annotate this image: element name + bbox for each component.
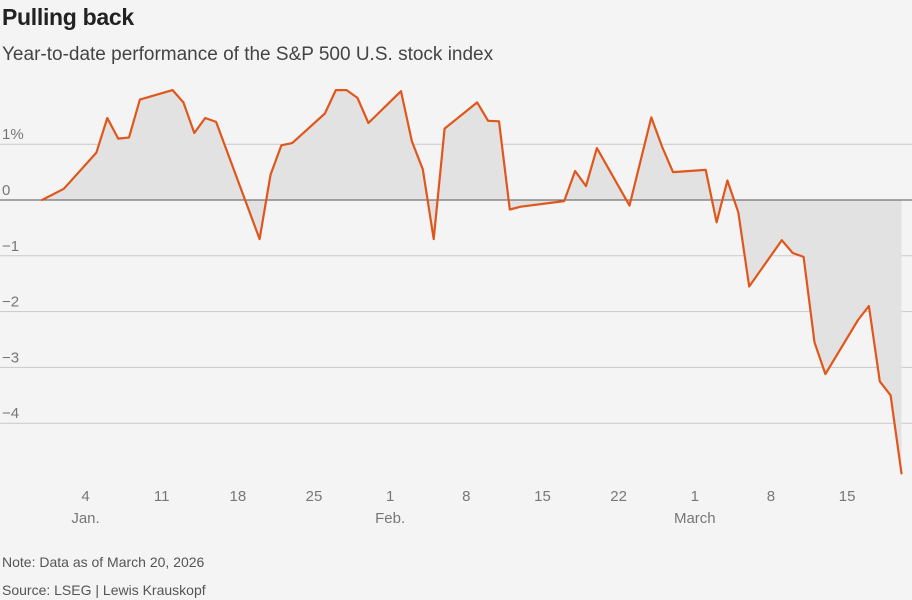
x-tick-label: 8 xyxy=(767,488,775,505)
series-line-sp500 xyxy=(40,88,903,475)
x-tick-label: 1 xyxy=(386,488,394,505)
x-tick-label: 11 xyxy=(154,488,170,505)
y-tick-label: −4 xyxy=(2,405,19,422)
x-tick-label: 1 xyxy=(691,488,699,505)
x-tick-label: 8 xyxy=(462,488,470,505)
series-line-group xyxy=(40,88,903,475)
y-tick-label: 0 xyxy=(2,182,10,199)
y-tick-label: −2 xyxy=(2,294,19,311)
chart-subtitle: Year-to-date performance of the S&P 500 … xyxy=(2,44,494,65)
y-tick-label: −3 xyxy=(2,349,19,366)
x-tick-label: 25 xyxy=(306,488,323,505)
y-axis-labels: 1% 0 −1 −2 −3 −4 xyxy=(2,126,24,422)
x-tick-label: 4 xyxy=(81,488,89,505)
x-month-label: Jan. xyxy=(71,510,99,527)
y-tick-label: −1 xyxy=(2,238,19,255)
area-fill xyxy=(42,90,902,474)
y-tick-label: 1% xyxy=(2,126,24,143)
x-tick-label: 18 xyxy=(229,488,246,505)
x-tick-label: 22 xyxy=(610,488,627,505)
chart-title: Pulling back xyxy=(2,4,134,30)
x-tick-label: 15 xyxy=(839,488,856,505)
area-fill-group xyxy=(42,90,902,474)
x-axis-labels: 4 Jan. 11 18 25 1 Feb. 8 15 22 1 March 8 15 xyxy=(71,488,855,527)
x-month-label: Feb. xyxy=(375,510,405,527)
x-tick-label: 15 xyxy=(534,488,551,505)
x-month-label: March xyxy=(674,510,716,527)
chart-note: Note: Data as of March 20, 2026 xyxy=(2,554,205,570)
chart-source: Source: LSEG | Lewis Krauskopf xyxy=(2,582,206,598)
